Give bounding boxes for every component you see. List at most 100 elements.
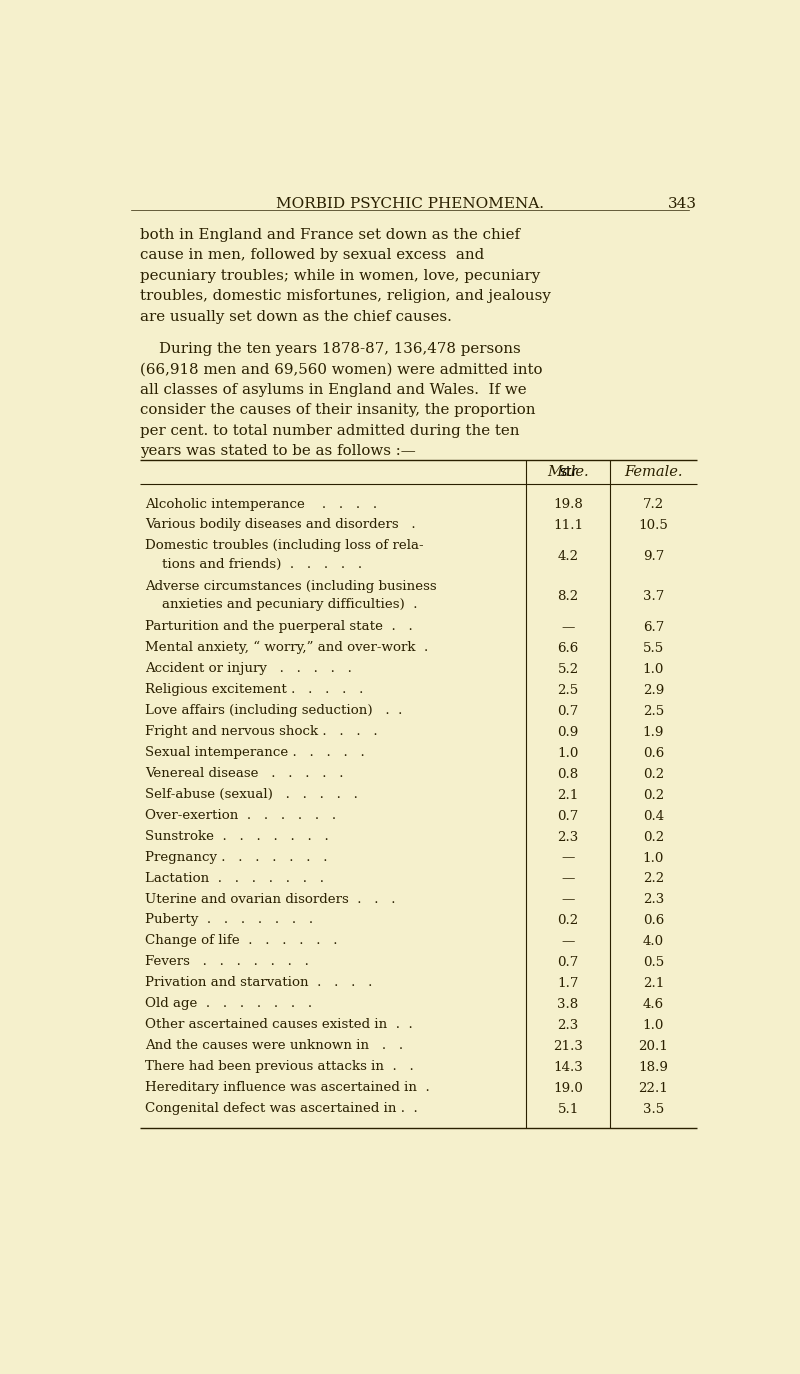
Text: —: — xyxy=(562,852,574,864)
Text: During the ten years 1878-87, 136,478 persons: During the ten years 1878-87, 136,478 pe… xyxy=(140,342,521,356)
Text: —: — xyxy=(562,936,574,948)
Text: Lactation  .   .   .   .   .   .   .: Lactation . . . . . . . xyxy=(145,871,324,885)
Text: 6.7: 6.7 xyxy=(642,621,664,635)
Text: —: — xyxy=(562,893,574,907)
Text: 2.9: 2.9 xyxy=(642,684,664,697)
Text: 19.0: 19.0 xyxy=(553,1081,583,1095)
Text: 9.7: 9.7 xyxy=(642,550,664,563)
Text: 2.2: 2.2 xyxy=(642,872,664,885)
Text: 2.5: 2.5 xyxy=(558,684,578,697)
Text: pecuniary troubles; while in women, love, pecuniary: pecuniary troubles; while in women, love… xyxy=(140,269,541,283)
Text: 4.0: 4.0 xyxy=(642,936,664,948)
Text: 343: 343 xyxy=(668,198,697,212)
Text: anxieties and pecuniary difficulties)  .: anxieties and pecuniary difficulties) . xyxy=(145,598,418,611)
Text: —: — xyxy=(562,872,574,885)
Text: are usually set down as the chief causes.: are usually set down as the chief causes… xyxy=(140,309,452,324)
Text: 20.1: 20.1 xyxy=(638,1040,668,1052)
Text: Self-abuse (sexual)   .   .   .   .   .: Self-abuse (sexual) . . . . . xyxy=(145,787,358,801)
Text: 0.4: 0.4 xyxy=(642,809,664,823)
Text: 1.0: 1.0 xyxy=(558,747,578,760)
Text: And the causes were unknown in   .   .: And the causes were unknown in . . xyxy=(145,1039,403,1052)
Text: 3.8: 3.8 xyxy=(558,998,578,1011)
Text: 0.9: 0.9 xyxy=(558,725,578,739)
Text: Congenital defect was ascertained in .  .: Congenital defect was ascertained in . . xyxy=(145,1102,418,1114)
Text: Religious excitement .   .   .   .   .: Religious excitement . . . . . xyxy=(145,683,363,697)
Text: 7.2: 7.2 xyxy=(642,499,664,511)
Text: 0.7: 0.7 xyxy=(558,956,578,969)
Text: 0.5: 0.5 xyxy=(642,956,664,969)
Text: 0.2: 0.2 xyxy=(642,768,664,780)
Text: Adverse circumstances (including business: Adverse circumstances (including busines… xyxy=(145,580,437,592)
Text: Hereditary influence was ascertained in  .: Hereditary influence was ascertained in … xyxy=(145,1081,430,1094)
Text: Other ascertained causes existed in  .  .: Other ascertained causes existed in . . xyxy=(145,1018,413,1032)
Text: 3.5: 3.5 xyxy=(642,1103,664,1116)
Text: (66,918 men and 69,560 women) were admitted into: (66,918 men and 69,560 women) were admit… xyxy=(140,363,542,376)
Text: 0.6: 0.6 xyxy=(642,914,664,927)
Text: MORBID PSYCHIC PHENOMENA.: MORBID PSYCHIC PHENOMENA. xyxy=(276,198,544,212)
Text: 6.6: 6.6 xyxy=(558,642,578,655)
Text: Mental anxiety, “ worry,” and over-work  .: Mental anxiety, “ worry,” and over-work … xyxy=(145,642,428,654)
Text: 1.0: 1.0 xyxy=(642,664,664,676)
Text: Domestic troubles (including loss of rela-: Domestic troubles (including loss of rel… xyxy=(145,540,423,552)
Text: Puberty  .   .   .   .   .   .   .: Puberty . . . . . . . xyxy=(145,914,313,926)
Text: tions and friends)  .   .   .   .   .: tions and friends) . . . . . xyxy=(145,558,362,570)
Text: 0.7: 0.7 xyxy=(558,809,578,823)
Text: —: — xyxy=(562,621,574,635)
Text: Old age  .   .   .   .   .   .   .: Old age . . . . . . . xyxy=(145,998,312,1010)
Text: 18.9: 18.9 xyxy=(638,1061,668,1074)
Text: Parturition and the puerperal state  .   .: Parturition and the puerperal state . . xyxy=(145,620,413,633)
Text: Female.: Female. xyxy=(624,466,682,480)
Text: 2.3: 2.3 xyxy=(558,1020,578,1032)
Text: troubles, domestic misfortunes, religion, and jealousy: troubles, domestic misfortunes, religion… xyxy=(140,290,551,304)
Text: Over-exertion  .   .   .   .   .   .: Over-exertion . . . . . . xyxy=(145,809,336,822)
Text: both in England and France set down as the chief: both in England and France set down as t… xyxy=(140,228,521,242)
Text: 14.3: 14.3 xyxy=(554,1061,583,1074)
Text: 0.2: 0.2 xyxy=(642,789,664,801)
Text: 0.8: 0.8 xyxy=(558,768,578,780)
Text: 0.2: 0.2 xyxy=(558,914,578,927)
Text: Venereal disease   .   .   .   .   .: Venereal disease . . . . . xyxy=(145,767,343,780)
Text: 5.2: 5.2 xyxy=(558,664,578,676)
Text: 1.7: 1.7 xyxy=(558,977,578,991)
Text: 2.3: 2.3 xyxy=(642,893,664,907)
Text: 2.1: 2.1 xyxy=(558,789,578,801)
Text: 10.5: 10.5 xyxy=(638,519,668,532)
Text: 2.3: 2.3 xyxy=(558,831,578,844)
Text: Fevers   .   .   .   .   .   .   .: Fevers . . . . . . . xyxy=(145,955,309,969)
Text: 19.8: 19.8 xyxy=(553,499,583,511)
Text: Various bodily diseases and disorders   .: Various bodily diseases and disorders . xyxy=(145,518,415,532)
Text: cause in men, followed by sexual excess  and: cause in men, followed by sexual excess … xyxy=(140,249,485,262)
Text: Fright and nervous shock .   .   .   .: Fright and nervous shock . . . . xyxy=(145,725,378,738)
Text: Sunstroke  .   .   .   .   .   .   .: Sunstroke . . . . . . . xyxy=(145,830,329,842)
Text: 2.5: 2.5 xyxy=(642,705,664,719)
Text: per cent. to total number admitted during the ten: per cent. to total number admitted durin… xyxy=(140,423,520,437)
Text: 1.0: 1.0 xyxy=(642,1020,664,1032)
Text: 5.1: 5.1 xyxy=(558,1103,578,1116)
Text: 4.2: 4.2 xyxy=(558,550,578,563)
Text: Male.: Male. xyxy=(547,466,589,480)
Text: all classes of asylums in England and Wales.  If we: all classes of asylums in England and Wa… xyxy=(140,383,527,397)
Text: Alcoholic intemperance    .   .   .   .: Alcoholic intemperance . . . . xyxy=(145,497,377,511)
Text: 0.6: 0.6 xyxy=(642,747,664,760)
Text: 1.9: 1.9 xyxy=(642,725,664,739)
Text: Privation and starvation  .   .   .   .: Privation and starvation . . . . xyxy=(145,977,372,989)
Text: Accident or injury   .   .   .   .   .: Accident or injury . . . . . xyxy=(145,662,352,675)
Text: 8.2: 8.2 xyxy=(558,591,578,603)
Text: 5.5: 5.5 xyxy=(642,642,664,655)
Text: years was stated to be as follows :—: years was stated to be as follows :— xyxy=(140,444,416,458)
Text: 11.1: 11.1 xyxy=(553,519,583,532)
Text: 4.6: 4.6 xyxy=(642,998,664,1011)
Text: consider the causes of their insanity, the proportion: consider the causes of their insanity, t… xyxy=(140,403,536,418)
Text: 1.0: 1.0 xyxy=(642,852,664,864)
Text: Sexual intemperance .   .   .   .   .: Sexual intemperance . . . . . xyxy=(145,746,365,758)
Text: Pregnancy .   .   .   .   .   .   .: Pregnancy . . . . . . . xyxy=(145,851,327,864)
Text: 3.7: 3.7 xyxy=(642,591,664,603)
Text: 2.1: 2.1 xyxy=(642,977,664,991)
Text: 22.1: 22.1 xyxy=(638,1081,668,1095)
Text: str: str xyxy=(559,466,578,480)
Text: 21.3: 21.3 xyxy=(553,1040,583,1052)
Text: Uterine and ovarian disorders  .   .   .: Uterine and ovarian disorders . . . xyxy=(145,893,395,905)
Text: 0.2: 0.2 xyxy=(642,831,664,844)
Text: Change of life  .   .   .   .   .   .: Change of life . . . . . . xyxy=(145,934,338,948)
Text: There had been previous attacks in  .   .: There had been previous attacks in . . xyxy=(145,1061,414,1073)
